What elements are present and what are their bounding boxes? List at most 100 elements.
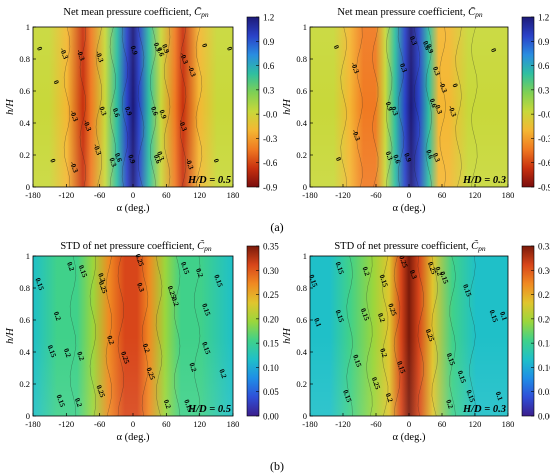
contour-label: 0.3 (431, 152, 442, 164)
contour-label: 0.25 (95, 384, 107, 399)
contour-label: 0.2 (162, 399, 173, 411)
y-tick-label: 0.4 (296, 118, 307, 128)
colorbar (246, 245, 260, 417)
contour-label: 0.2 (444, 399, 455, 411)
contour-label: 0.2 (105, 335, 116, 347)
x-tick-label: 120 (193, 190, 206, 200)
x-tick-label: -120 (335, 419, 351, 429)
panel-b-left: 0.250.2 0.15 0.20.15 0.20.150.15 0.25 0.3 0.25… (5, 239, 279, 443)
ratio-annotation: H/D = 0.3 (462, 175, 506, 186)
x-tick-label: 120 (469, 190, 482, 200)
contour-label: 0.6 (391, 154, 402, 166)
x-axis-label: α (deg.) (393, 432, 426, 443)
contour-label: 0.15 (359, 307, 371, 322)
contour-label: 0.15 (456, 370, 468, 385)
colorbar-tick-label: 0.00 (263, 412, 279, 422)
heatmap-shading (33, 27, 233, 187)
contour-label: 0.2 (217, 368, 228, 380)
contour-label: 0.15 (200, 302, 212, 317)
contour-label: 0.9 (160, 43, 171, 55)
contour-line (179, 26, 187, 188)
contour-label: 0.2 (75, 351, 86, 363)
x-tick-label: 180 (227, 419, 240, 429)
colorbar-tick-label: 1.2 (263, 13, 274, 23)
contour-line (397, 26, 405, 188)
contour-label: -0.3 (446, 104, 458, 118)
contour-label: 0.6 (152, 154, 163, 166)
contour-line (431, 255, 438, 417)
heatmap-shading (33, 256, 233, 416)
contour-label: -0.3 (58, 47, 70, 61)
contour-label: 0.15 (55, 394, 67, 409)
y-tick-label: 0.6 (19, 86, 30, 96)
contour-label: 0.15 (333, 309, 345, 324)
contour-line (79, 26, 87, 188)
contour-label: 0.15 (307, 274, 319, 289)
contour-line (346, 255, 353, 417)
x-tick-label: -120 (59, 419, 75, 429)
contour-line (95, 26, 102, 188)
contour-label: 0.9 (384, 101, 395, 113)
x-tick-label: 120 (469, 419, 482, 429)
x-tick-label: -60 (370, 190, 381, 200)
contour-label: 0.3 (433, 104, 444, 116)
x-tick-label: -180 (302, 190, 318, 200)
colorbar-tick-label: -0.3 (538, 134, 550, 144)
x-tick-label: 180 (502, 419, 515, 429)
contour-label: -0.3 (437, 80, 449, 94)
colorbar-tick-label: 0.35 (263, 242, 279, 252)
contour-label: 0.1 (494, 391, 505, 403)
x-tick-label: 0 (131, 419, 135, 429)
contour-label: 0.15 (377, 274, 389, 289)
y-tick-label: 0 (303, 411, 307, 421)
contour-label: -0.3 (177, 119, 189, 133)
contour-label: 0.25 (386, 302, 398, 317)
chart-title: Net mean pressure coefficient, C̄pn (63, 6, 208, 19)
contour-label: 0.3 (152, 42, 163, 54)
y-tick-label: 0.4 (19, 347, 30, 357)
contour-label: 0.3 (408, 269, 419, 281)
chart-title: STD of net pressure coefficient, C̃pn (60, 239, 212, 253)
contour-label: 0 (225, 46, 234, 52)
contour-label: 0.15 (351, 354, 363, 369)
contour-label: 0.15 (46, 344, 58, 359)
contour-label: 0.2 (433, 266, 444, 278)
contour-label: 0.15 (445, 352, 457, 367)
contour-line (413, 26, 421, 188)
x-tick-label: -60 (94, 190, 105, 200)
contour-label: 0.3 (398, 62, 409, 74)
colorbar-tick-label: -0.3 (263, 134, 278, 144)
colorbar (521, 245, 535, 417)
x-tick-label: 180 (227, 190, 240, 200)
y-tick-label: 0.8 (19, 283, 30, 293)
contour-line (195, 26, 203, 188)
heatmap-shading (310, 256, 508, 416)
contour-label: 0 (48, 158, 57, 164)
contour-label: 0 (35, 46, 44, 52)
contour-label: 0.2 (378, 347, 389, 359)
y-tick-label: 0 (26, 411, 30, 421)
contour-label: 0.3 (389, 106, 400, 118)
contour-line (121, 26, 129, 188)
colorbar-tick-label: 0.6 (263, 61, 275, 71)
contour-label: 0.2 (384, 392, 395, 404)
colorbar-tick-label: 0.25 (538, 290, 550, 300)
chart-title: STD of net pressure coefficient, C̃pn (334, 239, 486, 253)
x-tick-label: -60 (94, 419, 105, 429)
chart-title: Net mean pressure coefficient, C̄pn (337, 6, 482, 19)
contour-label: 0.1 (498, 311, 509, 323)
y-tick-label: 0.2 (19, 150, 30, 160)
contour-label: -0.3 (184, 157, 196, 171)
contour-line (105, 255, 112, 417)
contour-line (137, 26, 145, 188)
contour-label: 0.2 (62, 347, 73, 359)
contour-label: 0 (489, 47, 498, 53)
contour-label: 0.3 (155, 150, 166, 162)
contour-label: -0.3 (81, 119, 93, 133)
y-tick-label: 0.2 (19, 379, 30, 389)
contour-line (471, 26, 478, 188)
x-tick-label: 60 (162, 190, 171, 200)
colorbar-tick-label: 0.35 (538, 242, 550, 252)
contour-label: -0.3 (349, 61, 361, 75)
